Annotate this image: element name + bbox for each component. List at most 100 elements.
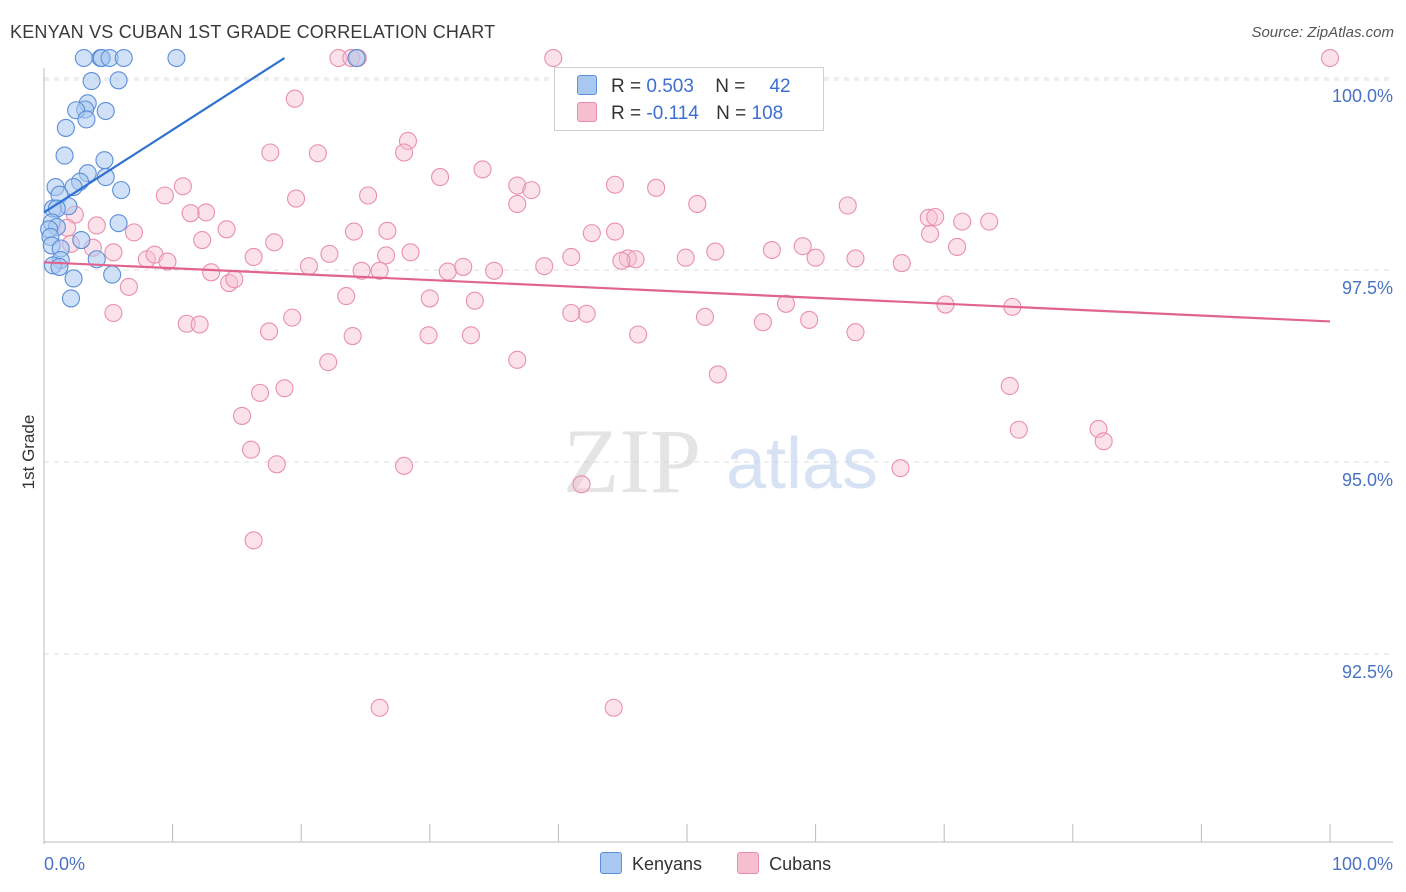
cuban-points — [58, 48, 1340, 717]
cuban-point — [398, 131, 417, 151]
cuban-point — [846, 249, 865, 268]
watermark: ZIP atlas — [563, 410, 878, 512]
cuban-point — [359, 186, 378, 205]
cuban-point — [562, 247, 581, 266]
legend-item-kenyans[interactable]: Kenyans — [600, 852, 702, 875]
cuban-point — [244, 531, 263, 550]
cuban-point — [259, 322, 279, 341]
kenyan-point — [55, 146, 74, 165]
cuban-point — [753, 313, 772, 332]
x-tick-label-max: 100.0% — [1332, 854, 1393, 874]
kenyan-point — [109, 71, 128, 90]
cuban-point — [688, 194, 707, 214]
trend-lines — [43, 57, 1331, 323]
cuban-trend-line — [43, 261, 1331, 323]
kenyan-point — [103, 265, 122, 284]
y-tick-label: 97.5% — [1342, 278, 1393, 298]
cuban-point — [250, 383, 270, 402]
cuban-point — [892, 254, 911, 273]
cuban-point — [232, 406, 252, 425]
cuban-point — [948, 237, 967, 257]
cuban-point — [124, 223, 144, 242]
cuban-point — [793, 237, 812, 256]
cuban-point — [177, 314, 196, 333]
legend-r-label: R = — [611, 76, 642, 97]
legend-n-label: N = — [716, 103, 747, 124]
legend-row-kenyans: R = 0.503 N = 42 — [577, 75, 791, 99]
kenyan-point — [347, 48, 366, 68]
kenyan-point — [72, 230, 91, 250]
cuban-point — [285, 89, 304, 108]
cuban-point — [612, 251, 631, 270]
cuban-point — [395, 456, 414, 475]
cuban-legend-swatch — [737, 852, 760, 874]
cuban-point — [308, 144, 327, 163]
cuban-point — [267, 455, 286, 474]
cuban-point — [196, 203, 216, 222]
cuban-point — [320, 244, 339, 263]
cuban-point — [395, 143, 414, 162]
legend-r-value: -0.114 — [646, 103, 699, 124]
cuban-point — [762, 240, 781, 260]
cuban-point — [158, 252, 177, 271]
cuban-point — [438, 262, 457, 281]
kenyan-point — [64, 269, 83, 288]
cuban-point — [329, 48, 348, 68]
cuban-point — [377, 246, 396, 265]
cuban-point — [465, 291, 484, 310]
cuban-point — [838, 196, 857, 215]
cuban-point — [508, 194, 527, 214]
cuban-point — [604, 698, 623, 717]
legend-n-value: 108 — [751, 103, 784, 124]
kenyan-point — [95, 151, 114, 170]
cuban-point — [420, 289, 439, 308]
kenyan-point — [96, 101, 115, 121]
legend-cubans-label: Cubans — [769, 854, 832, 874]
stats-legend: R = 0.503 N = 42 R = -0.114 N = 108 — [554, 67, 824, 131]
cuban-point — [275, 379, 294, 398]
kenyan-trend-line — [43, 57, 286, 214]
cuban-point — [181, 204, 200, 223]
legend-r-label: R = — [611, 103, 642, 124]
cuban-point — [190, 315, 209, 334]
kenyan-point — [167, 48, 186, 68]
legend-item-cubans[interactable]: Cubans — [737, 852, 831, 875]
cuban-point — [626, 250, 645, 269]
cuban-point — [577, 304, 596, 323]
cuban-point — [572, 475, 591, 494]
cuban-point — [706, 242, 725, 261]
cuban-point — [370, 261, 389, 280]
cuban-point — [676, 248, 695, 267]
cuban-point — [193, 230, 212, 250]
cuban-point — [283, 308, 302, 327]
cuban-point — [319, 353, 338, 372]
kenyan-point — [50, 257, 69, 276]
cuban-point — [1320, 48, 1340, 68]
cuban-point — [244, 247, 263, 266]
cuban-point — [261, 143, 280, 162]
source-credit: Source: ZipAtlas.com — [1251, 24, 1394, 41]
y-tick-label: 92.5% — [1342, 662, 1393, 682]
cuban-point — [378, 221, 397, 240]
cuban-point — [544, 48, 563, 68]
cuban-point — [87, 216, 106, 235]
kenyan-point — [109, 214, 128, 233]
cuban-point — [343, 326, 362, 346]
cuban-point — [344, 222, 363, 241]
cuban-point — [980, 212, 999, 231]
cuban-point — [1000, 376, 1019, 396]
cuban-point — [287, 189, 306, 208]
cuban-point — [605, 222, 625, 241]
cuban-point — [299, 257, 318, 276]
cuban-point — [431, 168, 450, 187]
kenyan-swatch — [577, 75, 597, 95]
cuban-point — [708, 365, 727, 384]
cuban-point — [1009, 420, 1028, 439]
kenyan-point — [56, 118, 75, 137]
cuban-point — [806, 248, 825, 267]
kenyan-points — [40, 48, 366, 308]
cuban-point — [522, 181, 541, 200]
cuban-point — [776, 294, 796, 313]
cuban-point — [352, 261, 371, 280]
